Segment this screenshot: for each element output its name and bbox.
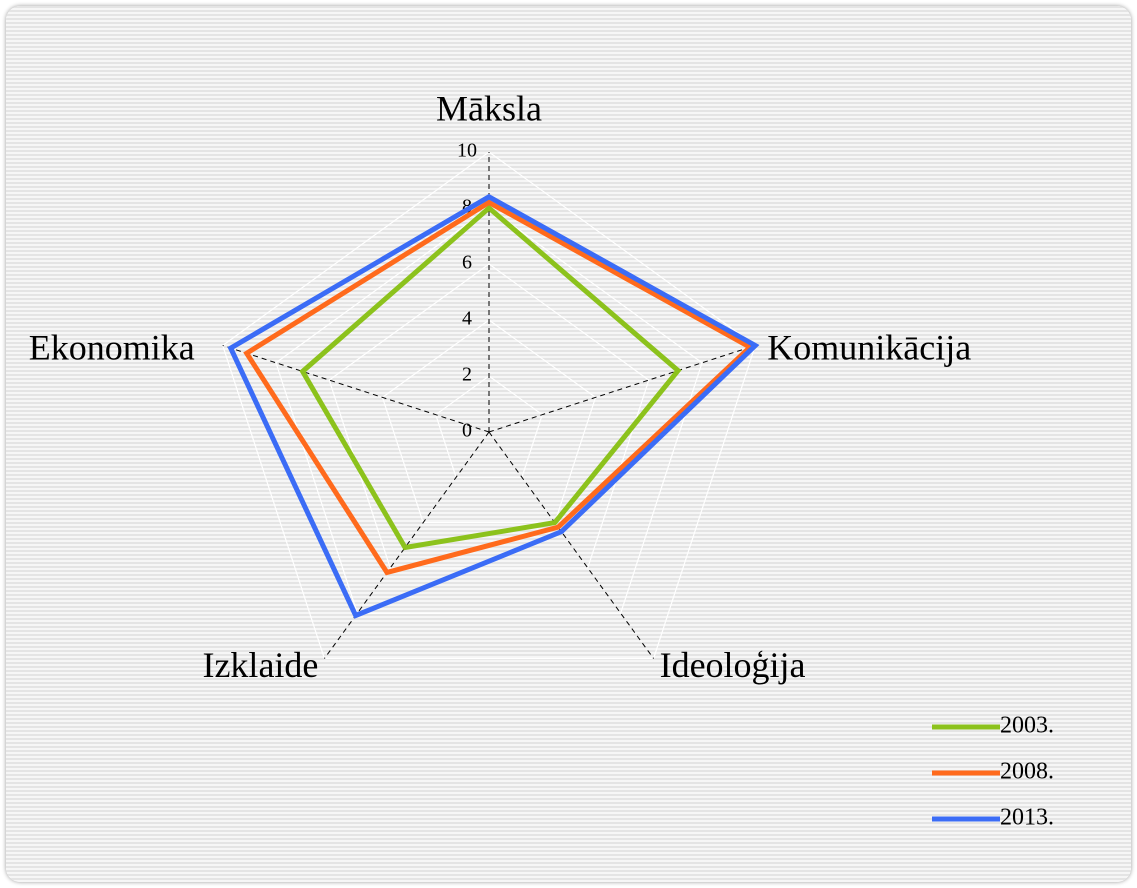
axis-spoke [488,344,756,433]
axis-spoke [222,344,490,433]
legend-label: 2003. [1000,713,1054,739]
tick-label: 0 [462,420,472,442]
grid-line [328,263,650,569]
series-line [299,204,682,551]
grid-line [435,375,543,478]
grid-line [275,207,703,614]
grid-line [381,319,597,524]
tick-label: 8 [462,196,472,218]
axis-spoke [488,431,654,659]
category-label: Komunikācija [767,328,971,368]
chart-frame [6,6,1131,882]
category-label: Māksla [436,88,542,128]
tick-label: 10 [457,140,477,162]
tick-label: 6 [462,252,472,274]
tick-label: 2 [462,364,472,386]
legend-label: 2013. [1000,805,1054,831]
grid-line [221,151,757,660]
series-line [227,193,760,619]
category-label: Izklaide [202,645,318,685]
series-line [243,199,755,576]
category-label: Ekonomika [29,328,195,368]
tick-label: 4 [462,308,472,330]
legend-label: 2008. [1000,759,1054,785]
category-label: Ideoloģija [660,645,806,685]
